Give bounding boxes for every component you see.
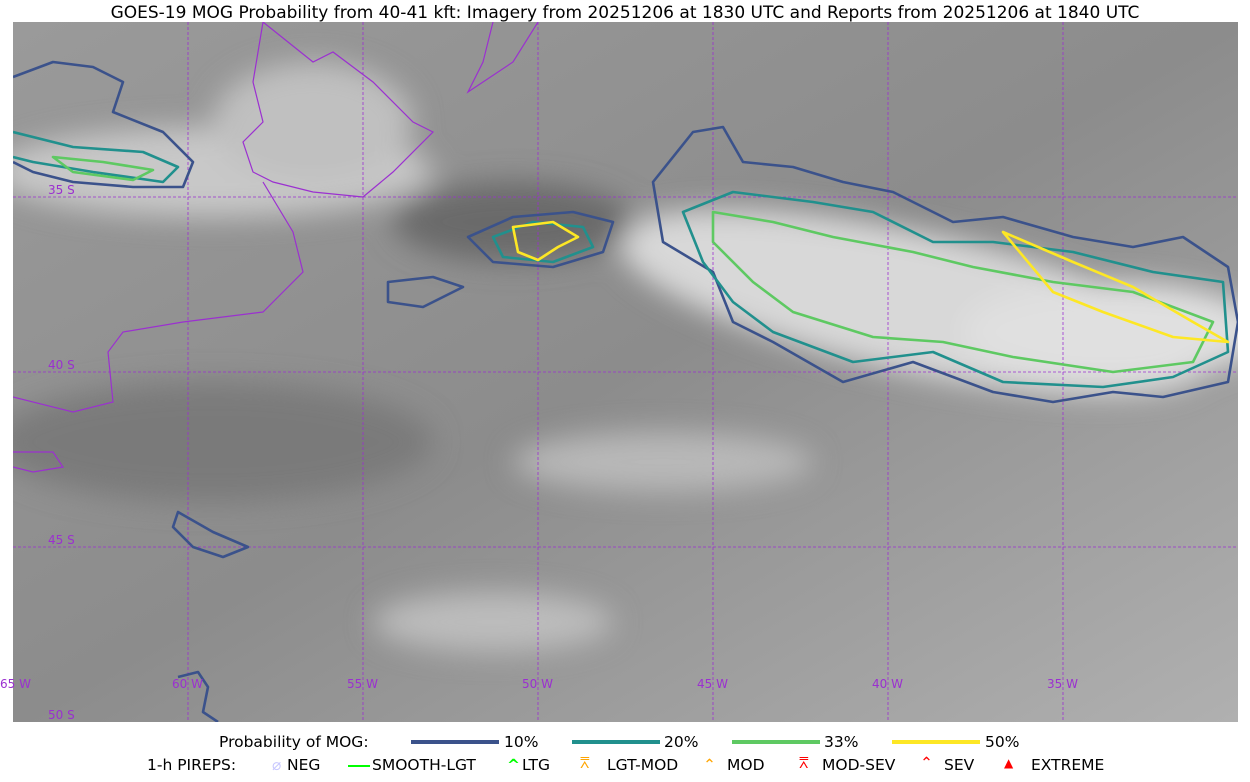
contour-33 [711, 210, 1215, 374]
pirep-lgt-mod: LGT-MOD [607, 756, 679, 774]
lon-label: 60 W [172, 677, 203, 691]
pirep-smooth-lgt: SMOOTH-LGT [372, 756, 476, 774]
lon-label: 55 W [347, 677, 378, 691]
filled-triangle-icon: ▲ [1004, 756, 1014, 770]
line-icon [348, 765, 370, 767]
satellite-map [13, 22, 1238, 722]
legend-swatch-20 [572, 740, 660, 744]
contour-20 [681, 190, 1230, 389]
pirep-sev: SEV [944, 756, 975, 774]
legend-label-10: 10% [504, 733, 539, 751]
graticule [13, 22, 1238, 722]
lon-label: 50 W [522, 677, 553, 691]
lon-label: 65 W [0, 677, 31, 691]
lat-label: 40 S [48, 358, 75, 372]
pirep-ltg: LTG [522, 756, 550, 774]
legend-label-50: 50% [985, 733, 1020, 751]
contour-50 [1001, 230, 1230, 344]
legend-label-20: 20% [664, 733, 699, 751]
lat-label: 45 S [48, 533, 75, 547]
pirep-neg: NEG [287, 756, 321, 774]
legend-swatch-10 [411, 740, 499, 744]
caret-icon: ⌃ [703, 756, 716, 774]
lon-label: 40 W [872, 677, 903, 691]
caret-bar-icon: ⩞ [580, 754, 590, 772]
double-caret-icon: ⌃ [920, 754, 933, 772]
legend-label-33: 33% [824, 733, 859, 751]
caret-icon: ^ [507, 756, 520, 774]
legend-swatch-33 [732, 740, 820, 744]
lon-label: 35 W [1047, 677, 1078, 691]
probability-legend-label: Probability of MOG: [219, 733, 369, 751]
mog-contours [13, 60, 1238, 722]
pirep-mod: MOD [727, 756, 765, 774]
lon-label: 45 W [697, 677, 728, 691]
lat-label: 50 S [48, 708, 75, 722]
neg-circle-icon: ⌀ [272, 756, 282, 774]
pireps-legend-label: 1-h PIREPS: [147, 756, 237, 774]
legend-swatch-50 [892, 740, 980, 744]
map-title: GOES-19 MOG Probability from 40-41 kft: … [110, 3, 1140, 23]
contour-10 [651, 125, 1238, 404]
pirep-mod-sev: MOD-SEV [822, 756, 896, 774]
pirep-extreme: EXTREME [1031, 756, 1105, 774]
double-caret-bar-icon: ⩞ [799, 754, 809, 772]
lat-label: 35 S [48, 183, 75, 197]
